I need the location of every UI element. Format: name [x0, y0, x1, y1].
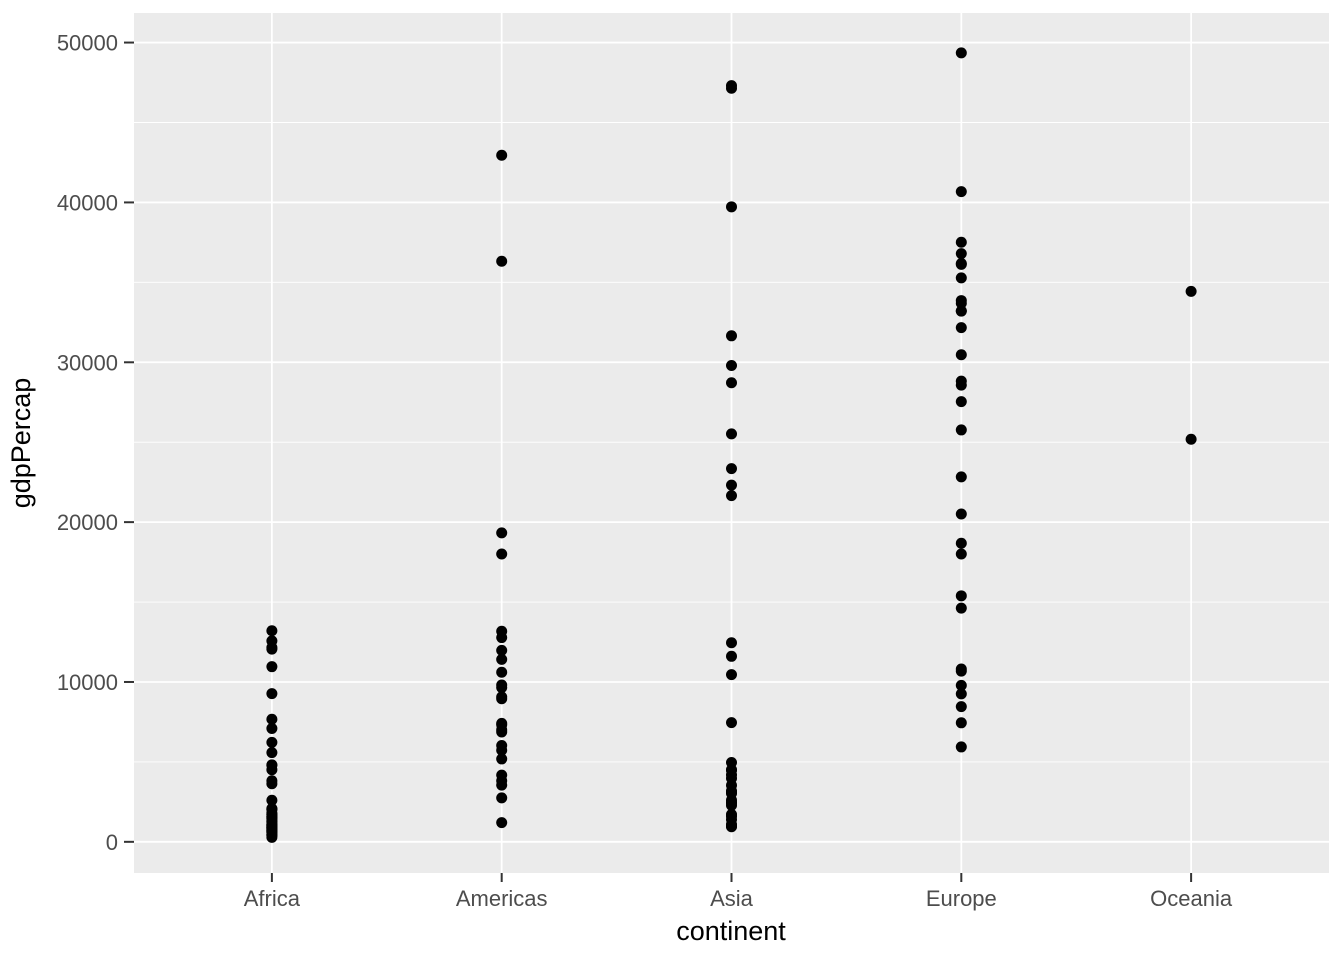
data-point — [496, 717, 508, 729]
data-point — [955, 424, 967, 436]
x-tick-label: Europe — [926, 886, 997, 911]
y-tick-label: 0 — [106, 830, 118, 855]
data-point — [955, 717, 967, 729]
data-point — [726, 360, 737, 372]
axis-tick-marks — [124, 41, 1193, 882]
data-point — [266, 794, 278, 806]
data-point — [955, 186, 967, 198]
data-point — [726, 669, 737, 681]
data-point — [955, 663, 967, 675]
data-point — [955, 47, 967, 59]
data-point — [266, 688, 278, 700]
x-tick-label: Oceania — [1150, 886, 1233, 911]
data-point — [496, 744, 508, 756]
data-point — [496, 817, 508, 829]
x-tick-label: Africa — [244, 886, 301, 911]
data-point — [955, 272, 967, 284]
data-point — [726, 637, 737, 649]
y-tick-label: 10000 — [57, 670, 118, 695]
data-point — [266, 713, 278, 725]
data-point — [726, 463, 737, 475]
y-tick-label: 40000 — [57, 190, 118, 215]
data-point — [496, 679, 508, 691]
data-point — [496, 753, 508, 765]
data-point — [955, 396, 967, 408]
data-points — [266, 47, 1197, 843]
x-tick-label: Asia — [710, 886, 754, 911]
data-point — [955, 701, 967, 713]
data-point — [266, 722, 278, 734]
data-point — [726, 799, 737, 811]
data-point — [955, 349, 967, 361]
y-tick-label: 20000 — [57, 510, 118, 535]
data-point — [955, 305, 967, 317]
data-point — [955, 248, 967, 260]
data-point — [496, 792, 508, 804]
data-point — [496, 693, 508, 705]
data-point — [496, 527, 508, 539]
data-point — [726, 428, 737, 440]
data-point — [266, 747, 278, 759]
data-point — [266, 643, 278, 655]
x-axis-title: continent — [676, 916, 786, 946]
data-point — [496, 653, 508, 665]
data-point — [496, 149, 508, 161]
y-axis-title: gdpPercap — [6, 378, 36, 509]
data-point — [955, 537, 967, 549]
data-point — [496, 255, 508, 267]
data-point — [266, 764, 278, 776]
data-point — [266, 775, 278, 787]
data-point — [955, 322, 967, 334]
data-point — [726, 810, 737, 822]
data-point — [955, 741, 967, 753]
data-point — [496, 779, 508, 791]
data-point — [266, 625, 278, 637]
data-point — [955, 508, 967, 520]
data-point — [726, 787, 737, 799]
data-point — [726, 201, 737, 213]
data-point — [266, 736, 278, 748]
data-point — [496, 769, 508, 781]
data-point — [726, 769, 737, 781]
axis-tick-labels: 0 10000 20000 30000 40000 50000 Africa Americas… — [57, 31, 1233, 911]
data-point — [726, 650, 737, 662]
x-tick-label: Americas — [456, 886, 548, 911]
data-point — [726, 717, 737, 729]
data-point — [496, 644, 508, 656]
data-point — [955, 602, 967, 614]
data-point — [955, 257, 967, 269]
data-point — [955, 295, 967, 307]
data-point — [496, 548, 508, 560]
data-point — [955, 375, 967, 387]
data-point — [266, 828, 278, 840]
data-point — [726, 479, 737, 491]
data-point — [955, 688, 967, 700]
data-point — [955, 548, 967, 560]
data-point — [496, 625, 508, 637]
data-point — [1185, 285, 1197, 297]
data-point — [726, 818, 737, 830]
data-point — [1185, 433, 1197, 445]
data-point — [955, 236, 967, 248]
data-point — [955, 590, 967, 602]
data-point — [726, 82, 737, 94]
data-point — [496, 666, 508, 678]
y-tick-label: 50000 — [57, 31, 118, 56]
data-point — [955, 679, 967, 691]
data-point — [726, 377, 737, 389]
data-point — [955, 471, 967, 483]
data-point — [726, 330, 737, 342]
data-point — [266, 661, 278, 673]
data-point — [266, 815, 278, 827]
y-tick-label: 30000 — [57, 350, 118, 375]
data-point — [726, 490, 737, 502]
